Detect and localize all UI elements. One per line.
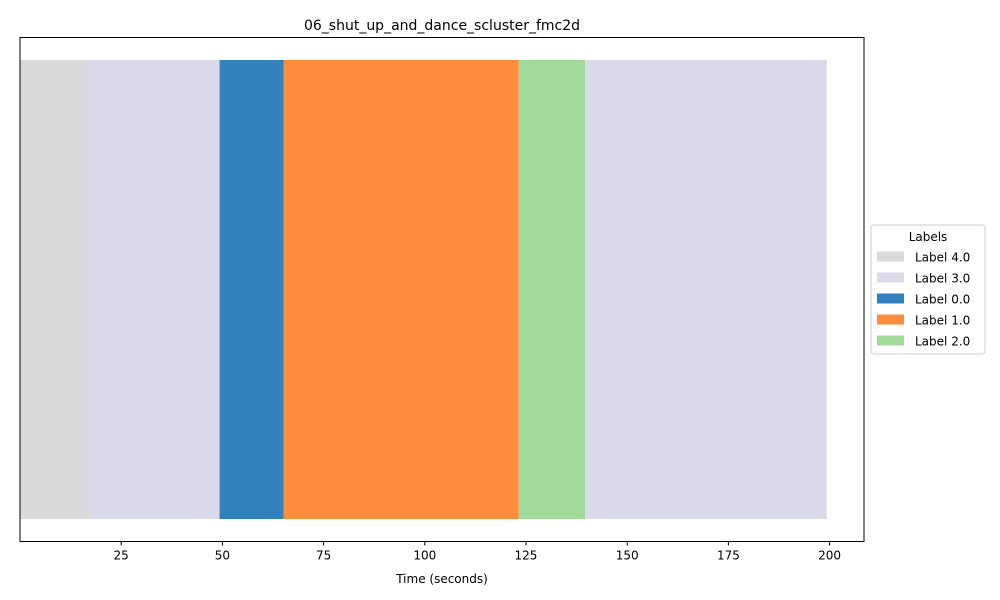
- segment-bar: [20, 60, 90, 519]
- legend-title: Labels: [909, 230, 948, 244]
- legend-entries: Label 4.0 Label 3.0 Label 0.0 Label 1.0 Labe…: [877, 251, 970, 349]
- segment-bar: [518, 60, 586, 519]
- x-tick-label: 25: [114, 549, 129, 563]
- legend-swatch: [877, 251, 904, 262]
- legend-label: Label 2.0: [915, 335, 970, 349]
- x-tick-label: 175: [717, 549, 740, 563]
- legend-swatch: [877, 293, 904, 304]
- legend-label: Label 4.0: [915, 251, 970, 265]
- legend-label: Label 1.0: [915, 314, 970, 328]
- legend-swatch: [877, 272, 904, 283]
- segment-bar: [89, 60, 220, 519]
- x-tick-label: 200: [818, 549, 841, 563]
- x-tick-label: 150: [616, 549, 639, 563]
- x-tick-label: 75: [316, 549, 331, 563]
- segments-layer: [20, 60, 827, 519]
- chart-title: 06_shut_up_and_dance_scluster_fmc2d: [304, 18, 580, 34]
- x-axis-label: Time (seconds): [395, 572, 488, 586]
- x-axis: 25 50 75 100 125 150 175 200: [114, 541, 841, 563]
- legend-swatch: [877, 314, 904, 325]
- segment-bar: [585, 60, 827, 519]
- x-tick-label: 125: [515, 549, 538, 563]
- segment-bar: [219, 60, 284, 519]
- legend-label: Label 0.0: [915, 293, 970, 307]
- x-tick-label: 50: [215, 549, 230, 563]
- plot-frame: [19, 37, 865, 542]
- segment-bar: [283, 60, 519, 519]
- legend-label: Label 3.0: [915, 272, 970, 286]
- x-tick-label: 100: [413, 549, 436, 563]
- legend-swatch: [877, 335, 904, 346]
